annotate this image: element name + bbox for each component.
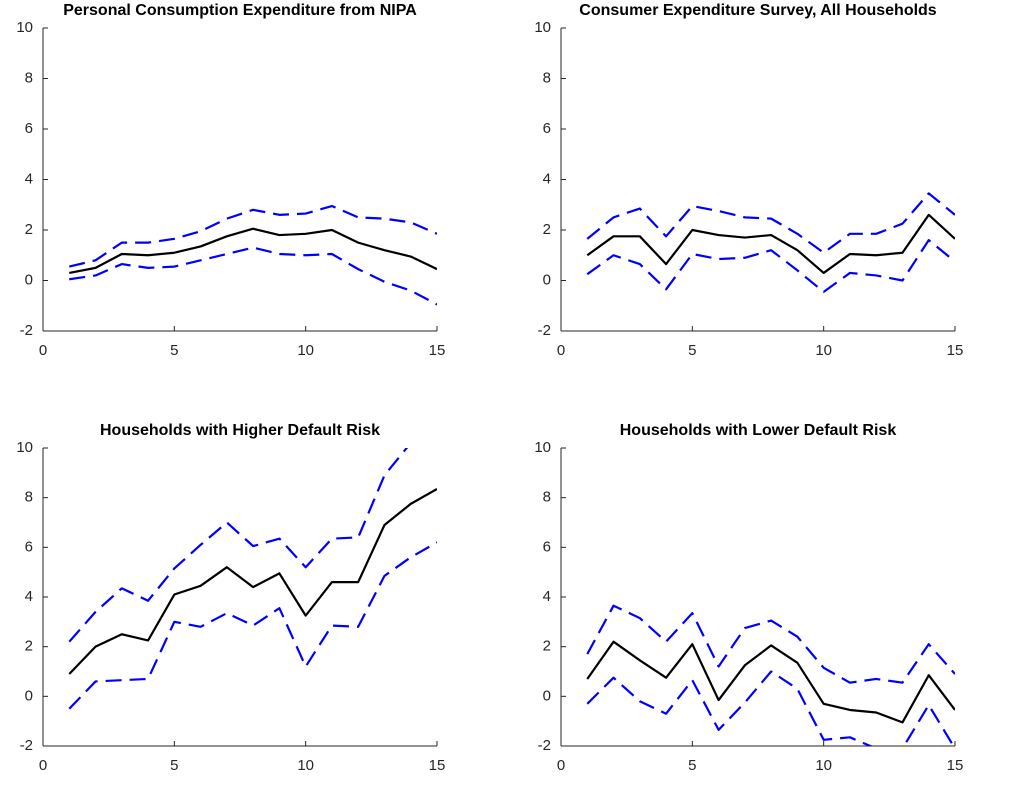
y-tick-label: 0 xyxy=(543,687,551,704)
y-tick-label: 6 xyxy=(25,538,33,555)
y-tick-label: 0 xyxy=(25,271,33,288)
y-tick-label: 4 xyxy=(543,588,551,605)
y-tick-label: -2 xyxy=(20,322,33,339)
y-tick-label: 2 xyxy=(25,221,33,238)
y-tick-label: -2 xyxy=(20,737,33,754)
subplot: Personal Consumption Expenditure from NI… xyxy=(16,2,445,359)
series-line xyxy=(69,204,437,268)
x-tick-label: 15 xyxy=(947,342,964,359)
y-tick-label: 0 xyxy=(543,271,551,288)
y-tick-label: 10 xyxy=(534,19,551,36)
chart-title: Households with Lower Default Risk xyxy=(620,422,897,439)
y-tick-label: 2 xyxy=(543,638,551,655)
subplot: Consumer Expenditure Survey, All Househo… xyxy=(534,2,963,359)
y-tick-label: 8 xyxy=(543,69,551,86)
y-tick-label: 10 xyxy=(534,439,551,456)
subplot: Households with Higher Default Risk -2 0 2 4… xyxy=(16,422,446,774)
y-tick-label: 4 xyxy=(543,170,551,187)
x-tick-label: 10 xyxy=(815,757,832,774)
series-line xyxy=(68,541,437,710)
y-tick-label: 6 xyxy=(543,538,551,555)
x-tick-label: 0 xyxy=(39,757,47,774)
y-tick-label: 0 xyxy=(25,687,33,704)
y-tick-label: -2 xyxy=(538,322,551,339)
y-tick-label: 10 xyxy=(16,439,33,456)
x-tick-label: 0 xyxy=(557,757,565,774)
subplot: Households with Lower Default Risk -2 0 2 4 6… xyxy=(534,422,963,774)
x-tick-label: 15 xyxy=(429,342,446,359)
y-tick-label: 8 xyxy=(543,489,551,506)
x-tick-label: 5 xyxy=(688,757,696,774)
series-line xyxy=(69,246,437,306)
y-tick-label: 2 xyxy=(25,638,33,655)
y-tick-label: 8 xyxy=(25,69,33,86)
series-line xyxy=(586,239,955,293)
x-tick-label: 5 xyxy=(170,757,178,774)
y-tick-label: 10 xyxy=(16,19,33,36)
x-tick-label: 0 xyxy=(39,342,47,359)
x-tick-label: 10 xyxy=(297,342,314,359)
series-line xyxy=(586,604,955,684)
y-tick-label: 4 xyxy=(25,170,33,187)
chart-title: Consumer Expenditure Survey, All Househo… xyxy=(579,2,937,19)
series-line xyxy=(69,227,437,275)
chart-title: Households with Higher Default Risk xyxy=(100,422,380,439)
x-tick-label: 5 xyxy=(688,342,696,359)
x-tick-label: 10 xyxy=(297,757,314,774)
y-tick-label: 4 xyxy=(25,588,33,605)
series-line xyxy=(586,640,955,724)
x-tick-label: 15 xyxy=(947,757,964,774)
y-tick-label: 2 xyxy=(543,221,551,238)
series-line xyxy=(68,488,437,675)
x-tick-label: 10 xyxy=(815,342,832,359)
x-tick-label: 0 xyxy=(557,342,565,359)
chart-title: Personal Consumption Expenditure from NI… xyxy=(63,2,417,19)
y-tick-label: 8 xyxy=(25,489,33,506)
x-tick-label: 15 xyxy=(429,757,446,774)
series-line xyxy=(586,213,955,275)
y-tick-label: 6 xyxy=(543,120,551,137)
series-line xyxy=(586,192,955,254)
y-tick-label: -2 xyxy=(538,737,551,754)
series-line xyxy=(68,448,409,643)
series-line xyxy=(586,670,955,746)
x-tick-label: 5 xyxy=(170,342,178,359)
y-tick-label: 6 xyxy=(25,120,33,137)
